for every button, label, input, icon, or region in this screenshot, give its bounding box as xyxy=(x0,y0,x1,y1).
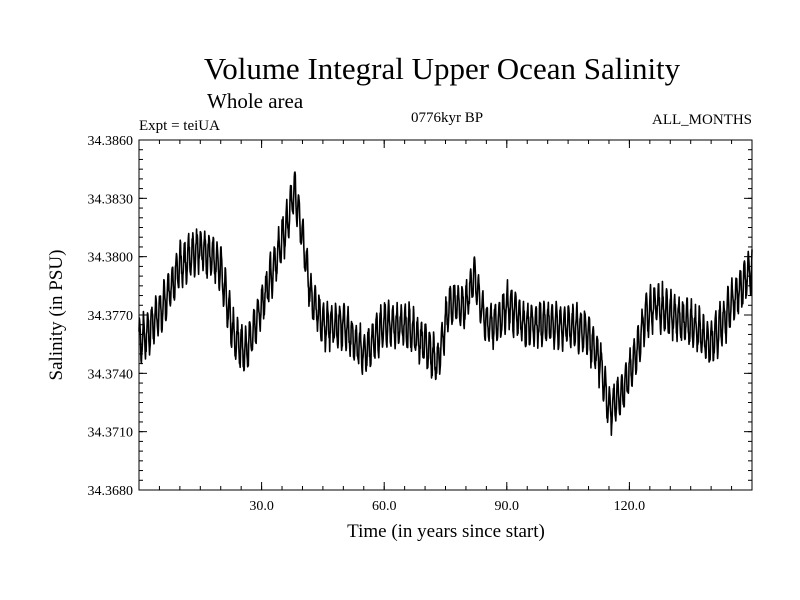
y-tick-label: 34.3710 xyxy=(88,426,134,441)
months-label: ALL_MONTHS xyxy=(652,112,752,128)
y-tick-label: 34.3830 xyxy=(88,192,134,207)
plot-area: 34.3680 34.3710 34.3740 34.3770 34.3800 34.38… xyxy=(88,134,753,514)
x-tick-label: 60.0 xyxy=(372,499,397,514)
experiment-label: Expt = teiUA xyxy=(139,118,220,134)
y-tick-label: 34.3860 xyxy=(88,134,134,149)
chart-subtitle: Whole area xyxy=(207,89,304,113)
y-tick-label: 34.3680 xyxy=(88,484,134,499)
x-tick-label: 90.0 xyxy=(495,499,520,514)
period-label: 0776kyr BP xyxy=(411,110,483,126)
x-tick-label: 30.0 xyxy=(249,499,274,514)
chart-title: Volume Integral Upper Ocean Salinity xyxy=(204,51,681,86)
x-tick-label: 120.0 xyxy=(614,499,646,514)
x-axis-label: Time (in years since start) xyxy=(347,521,545,542)
y-tick-label: 34.3740 xyxy=(88,367,134,382)
y-axis-label: Salinity (in PSU) xyxy=(46,250,67,381)
y-tick-label: 34.3800 xyxy=(88,251,134,266)
series-line xyxy=(138,171,753,436)
plot-frame xyxy=(138,139,753,491)
y-tick-label: 34.3770 xyxy=(88,309,134,324)
